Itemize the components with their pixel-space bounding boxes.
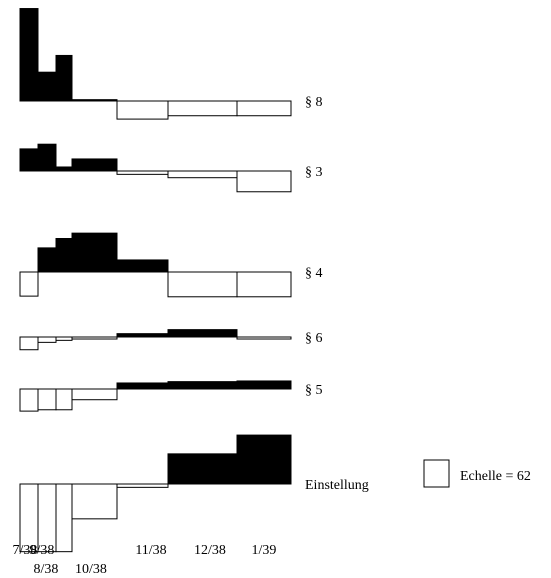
bar bbox=[19, 271, 39, 297]
bar bbox=[55, 388, 73, 411]
series-label: § 4 bbox=[305, 266, 323, 281]
series-label: § 8 bbox=[305, 95, 323, 110]
x-tick-label: 7/38 bbox=[13, 543, 38, 558]
bar bbox=[167, 329, 238, 338]
series-group bbox=[19, 329, 292, 351]
bar bbox=[37, 336, 57, 343]
bar bbox=[167, 381, 238, 390]
bars-layer bbox=[19, 8, 292, 553]
series-group bbox=[19, 232, 292, 298]
series-group bbox=[19, 8, 292, 120]
bar bbox=[55, 336, 73, 341]
bar bbox=[71, 388, 118, 401]
bar bbox=[116, 259, 169, 273]
bar bbox=[19, 148, 39, 172]
bar bbox=[55, 54, 73, 102]
bar bbox=[37, 71, 57, 102]
bar bbox=[19, 388, 39, 412]
bar bbox=[19, 483, 39, 553]
bar bbox=[19, 336, 39, 351]
bar bbox=[236, 170, 292, 193]
bar bbox=[236, 434, 292, 485]
labels-layer: § 8 § 3 § 4 § 6 § 5 Einstellung 7/38 8/38 9/38 10… bbox=[13, 95, 369, 577]
x-tick-label: 8/38 bbox=[34, 562, 59, 577]
series-group bbox=[19, 434, 292, 553]
series-label: Einstellung bbox=[305, 478, 369, 493]
legend: Echelle = 62 bbox=[423, 459, 531, 488]
bar bbox=[37, 388, 57, 411]
legend-square-icon bbox=[423, 459, 450, 488]
bar bbox=[167, 170, 238, 179]
bar bbox=[116, 382, 169, 390]
bar bbox=[116, 333, 169, 338]
bar bbox=[37, 247, 57, 273]
bar bbox=[167, 100, 238, 117]
series-group bbox=[19, 380, 292, 412]
series-label: § 5 bbox=[305, 383, 323, 398]
bar bbox=[116, 483, 169, 488]
bar bbox=[37, 483, 57, 553]
legend-label: Echelle = 62 bbox=[460, 469, 531, 484]
bar bbox=[71, 158, 118, 172]
bar bbox=[55, 238, 73, 273]
bar bbox=[19, 8, 39, 102]
bar bbox=[55, 166, 73, 172]
bar bbox=[55, 483, 73, 553]
bar bbox=[236, 271, 292, 298]
bar bbox=[71, 232, 118, 273]
x-tick-label: 1/39 bbox=[252, 543, 277, 558]
x-tick-label: 11/38 bbox=[135, 543, 166, 558]
series-label: § 6 bbox=[305, 331, 323, 346]
x-tick-label: 12/38 bbox=[194, 543, 226, 558]
series-label: § 3 bbox=[305, 165, 323, 180]
bar bbox=[236, 100, 292, 117]
bar bbox=[116, 100, 169, 120]
bar bbox=[167, 271, 238, 298]
x-tick-label: 10/38 bbox=[75, 562, 107, 577]
bar bbox=[37, 143, 57, 172]
bar bbox=[71, 483, 118, 520]
bar bbox=[236, 380, 292, 390]
series-group bbox=[19, 143, 292, 193]
bar bbox=[167, 453, 238, 485]
bar bbox=[116, 170, 169, 175]
x-tick-label: 9/38 bbox=[30, 543, 55, 558]
